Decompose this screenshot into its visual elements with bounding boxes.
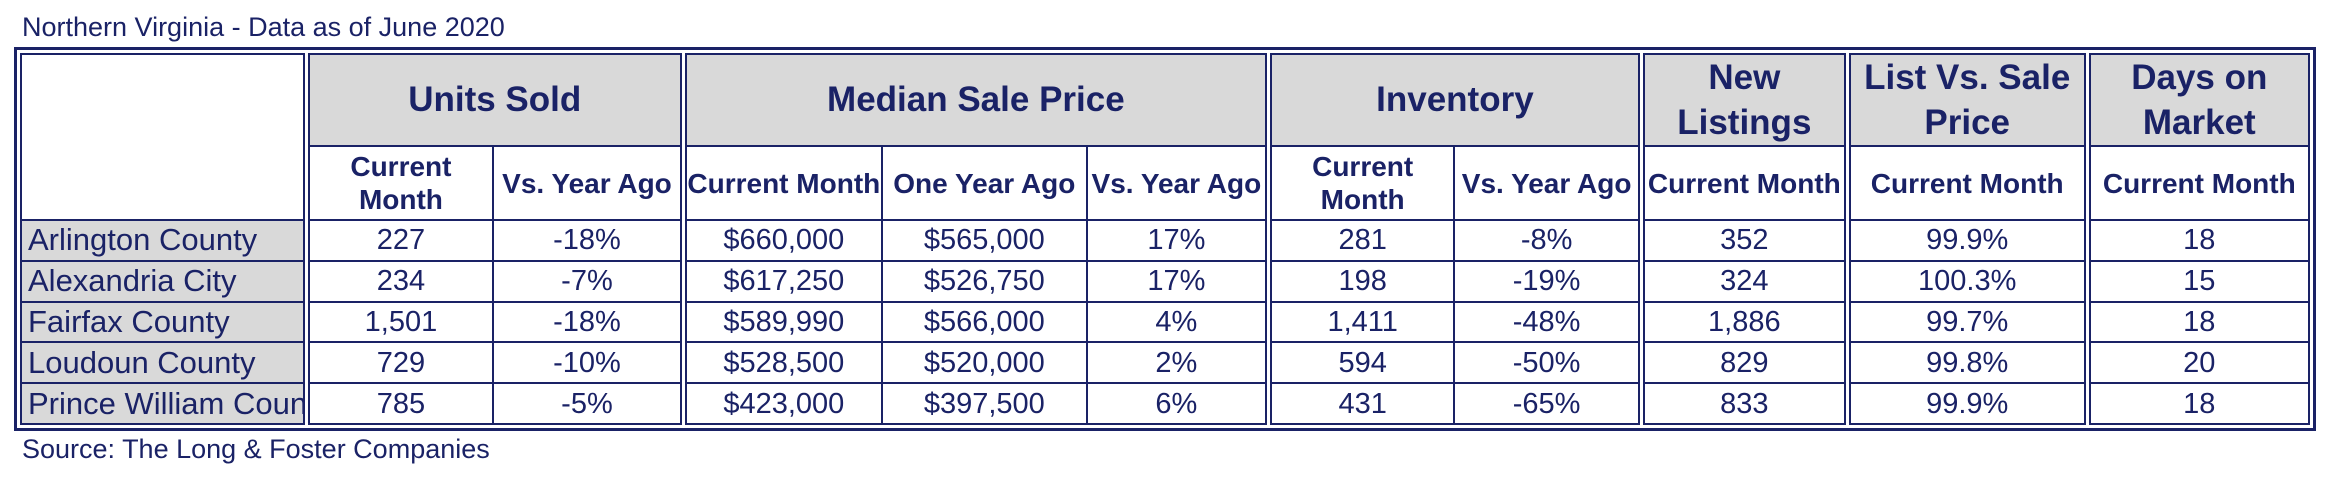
table-cell: $520,000 xyxy=(880,341,1088,385)
table-cell: 833 xyxy=(1637,382,1849,425)
sub-header: One Year Ago xyxy=(880,145,1088,221)
group-header-new-listings: New Listings xyxy=(1637,53,1849,147)
table-cell: 18 xyxy=(2083,300,2310,344)
table-row: Loudoun County 729 -10% $528,500 $520,000 2% 5… xyxy=(19,341,2310,385)
table-cell: 18 xyxy=(2083,382,2310,425)
region-label: Loudoun County xyxy=(19,341,308,385)
table-cell: $589,990 xyxy=(679,300,883,344)
corner-cell xyxy=(19,53,308,221)
sub-header: Vs. Year Ago xyxy=(492,145,685,221)
sub-header: Current Month xyxy=(302,145,495,221)
table-cell: 785 xyxy=(302,382,495,425)
group-header-list-vs-sale-price: List Vs. Sale Price xyxy=(1843,53,2089,147)
table-cell: -18% xyxy=(492,219,685,262)
table-cell: 2% xyxy=(1085,341,1270,385)
table-cell: 198 xyxy=(1264,259,1456,303)
table-row: Prince William County 785 -5% $423,000 $397,… xyxy=(19,382,2310,425)
region-label: Alexandria City xyxy=(19,259,308,303)
table-title: Northern Virginia - Data as of June 2020 xyxy=(22,12,505,42)
table-cell: $423,000 xyxy=(679,382,883,425)
table-cell: 1,411 xyxy=(1264,300,1456,344)
table-cell: $660,000 xyxy=(679,219,883,262)
table-cell: $566,000 xyxy=(880,300,1088,344)
table-cell: $565,000 xyxy=(880,219,1088,262)
table-cell: -8% xyxy=(1453,219,1643,262)
table-cell: $617,250 xyxy=(679,259,883,303)
market-data-table: Units Sold Median Sale Price Inventory N… xyxy=(19,53,2310,425)
table-cell: -50% xyxy=(1453,341,1643,385)
table-cell: $397,500 xyxy=(880,382,1088,425)
table-cell: -5% xyxy=(492,382,685,425)
table-cell: 100.3% xyxy=(1843,259,2089,303)
table-cell: $528,500 xyxy=(679,341,883,385)
region-label: Arlington County xyxy=(19,219,308,262)
table-cell: 20 xyxy=(2083,341,2310,385)
table-row: Fairfax County 1,501 -18% $589,990 $566,000 4… xyxy=(19,300,2310,344)
table-cell: 227 xyxy=(302,219,495,262)
table-cell: 594 xyxy=(1264,341,1456,385)
table-cell: 1,501 xyxy=(302,300,495,344)
sub-header: Vs. Year Ago xyxy=(1453,145,1643,221)
sub-header: Current Month xyxy=(1637,145,1849,221)
table-cell: 4% xyxy=(1085,300,1270,344)
table-cell: -65% xyxy=(1453,382,1643,425)
sub-header-row: Current Month Vs. Year Ago Current Month… xyxy=(21,145,2310,221)
market-table-frame: Units Sold Median Sale Price Inventory N… xyxy=(14,47,2316,431)
group-header-inventory: Inventory xyxy=(1264,53,1643,147)
table-cell: -19% xyxy=(1453,259,1643,303)
sub-header: Current Month xyxy=(1264,145,1456,221)
table-cell: 234 xyxy=(302,259,495,303)
table-cell: 6% xyxy=(1085,382,1270,425)
table-row: Alexandria City 234 -7% $617,250 $526,750 17%… xyxy=(19,259,2310,303)
table-cell: 1,886 xyxy=(1637,300,1849,344)
group-header-days-on-market: Days on Market xyxy=(2083,53,2310,147)
sub-header: Current Month xyxy=(679,145,883,221)
table-cell: 829 xyxy=(1637,341,1849,385)
source-note: Source: The Long & Foster Companies xyxy=(22,434,490,464)
table-cell: 729 xyxy=(302,341,495,385)
table-cell: 99.8% xyxy=(1843,341,2089,385)
table-cell: 99.7% xyxy=(1843,300,2089,344)
table-cell: -48% xyxy=(1453,300,1643,344)
sub-header: Vs. Year Ago xyxy=(1085,145,1270,221)
table-cell: 17% xyxy=(1085,219,1270,262)
table-cell: -18% xyxy=(492,300,685,344)
table-cell: 99.9% xyxy=(1843,219,2089,262)
table-cell: 352 xyxy=(1637,219,1849,262)
table-cell: -7% xyxy=(492,259,685,303)
region-label: Fairfax County xyxy=(19,300,308,344)
sub-header: Current Month xyxy=(2083,145,2310,221)
table-cell: 324 xyxy=(1637,259,1849,303)
table-cell: $526,750 xyxy=(880,259,1088,303)
table-cell: 15 xyxy=(2083,259,2310,303)
region-label: Prince William County xyxy=(19,382,308,425)
sub-header: Current Month xyxy=(1843,145,2089,221)
table-cell: -10% xyxy=(492,341,685,385)
table-cell: 17% xyxy=(1085,259,1270,303)
table-cell: 18 xyxy=(2083,219,2310,262)
table-cell: 431 xyxy=(1264,382,1456,425)
group-header-row: Units Sold Median Sale Price Inventory N… xyxy=(19,53,2310,221)
table-cell: 99.9% xyxy=(1843,382,2089,425)
table-cell: 281 xyxy=(1264,219,1456,262)
table-body: Arlington County 227 -18% $660,000 $565,000 1… xyxy=(19,219,2310,425)
group-header-units-sold: Units Sold xyxy=(302,53,685,147)
group-header-median-sale-price: Median Sale Price xyxy=(679,53,1270,147)
table-row: Arlington County 227 -18% $660,000 $565,000 1… xyxy=(19,219,2310,262)
